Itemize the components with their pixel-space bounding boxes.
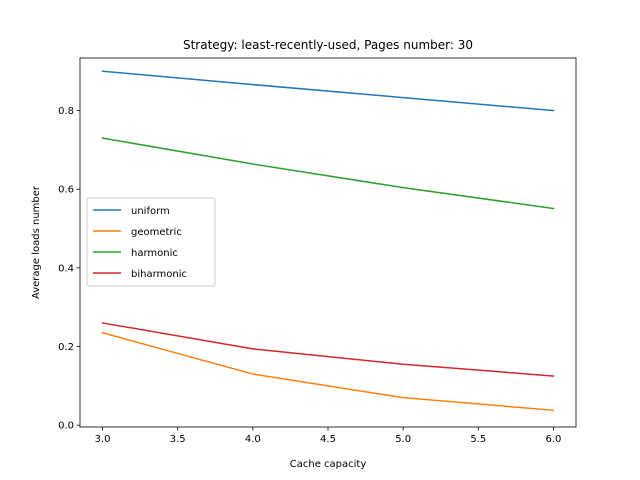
- x-axis-label: Cache capacity: [290, 459, 367, 470]
- legend: uniform geometric harmonic biharmonic: [86, 197, 216, 287]
- series-line-uniform: [101, 70, 555, 112]
- x-axis-ticks: 3.0 3.5 4.0 4.5 5.0 5.5 6.0: [95, 427, 562, 445]
- legend-box: [86, 197, 216, 287]
- chart-title: Strategy: least-recently-used, Pages num…: [183, 38, 473, 52]
- legend-label-harmonic: harmonic: [131, 248, 178, 259]
- y-tick-label: 0.0: [58, 421, 74, 432]
- y-axis-label: Average loads number: [31, 185, 42, 299]
- x-tick-label: 3.5: [170, 434, 186, 445]
- y-tick-label: 0.6: [58, 185, 74, 196]
- x-tick-label: 3.0: [95, 434, 111, 445]
- series-line-harmonic: [101, 137, 555, 210]
- series-line-biharmonic: [101, 322, 555, 377]
- x-tick-label: 4.0: [245, 434, 261, 445]
- y-tick-label: 0.4: [58, 263, 74, 274]
- x-tick-label: 5.5: [470, 434, 486, 445]
- legend-label-geometric: geometric: [131, 227, 182, 238]
- legend-label-biharmonic: biharmonic: [131, 269, 187, 280]
- series-layer: [101, 70, 555, 412]
- y-tick-label: 0.8: [58, 106, 74, 117]
- y-tick-label: 0.2: [58, 342, 74, 353]
- x-tick-label: 6.0: [546, 434, 562, 445]
- x-tick-label: 4.5: [320, 434, 336, 445]
- legend-label-uniform: uniform: [131, 206, 170, 217]
- series-line-geometric: [101, 331, 555, 412]
- y-axis-ticks: 0.0 0.2 0.4 0.6 0.8: [58, 106, 80, 432]
- x-tick-label: 5.0: [395, 434, 411, 445]
